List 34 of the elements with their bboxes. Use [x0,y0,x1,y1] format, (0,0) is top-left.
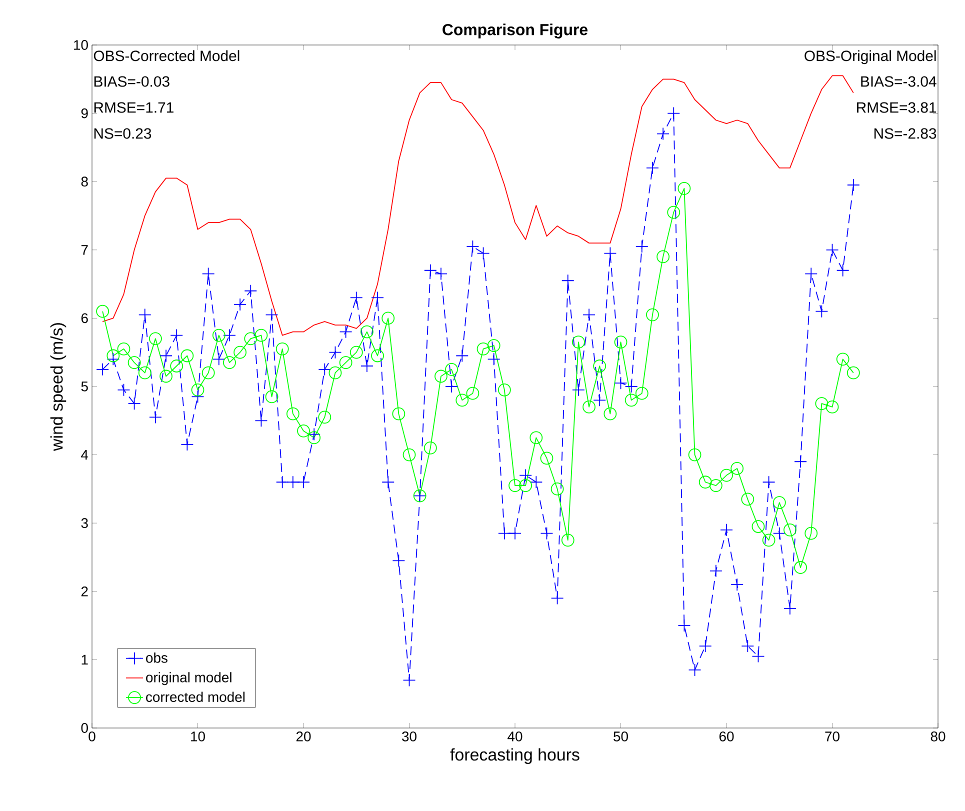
x-tick-label: 70 [825,732,840,742]
x-tick-label: 0 [88,732,96,742]
legend-label: original model [146,672,232,686]
legend-label: obs [146,652,168,663]
annotation: RMSE=3.81 [857,102,936,113]
y-tick-label: 7 [81,245,88,255]
x-tick-label: 30 [402,732,416,742]
y-tick-label: 3 [81,518,88,528]
annotation: BIAS=-3.04 [861,76,936,87]
x-tick-label: 10 [191,732,205,742]
x-tick-label: 80 [930,732,946,742]
annotation: OBS-Original Model [804,50,936,64]
y-tick-label: 9 [81,108,88,118]
y-axis-title: wind speed (m/s) [50,323,66,451]
y-tick-label: 6 [81,313,88,324]
annotation: OBS-Corrected Model [94,50,240,62]
annotation: NS=0.23 [94,128,152,139]
y-tick-label: 10 [74,40,88,50]
x-tick-label: 20 [296,732,311,742]
y-tick-label: 0 [81,723,88,733]
chart-title: Comparison Figure [442,24,588,38]
y-tick-label: 5 [81,382,88,392]
y-tick-label: 4 [81,450,88,460]
annotation: NS=-2.83 [874,128,936,139]
legend-label: corrected model [146,692,245,702]
x-tick-label: 50 [614,732,628,742]
y-tick-label: 1 [82,654,88,664]
annotation: RMSE=1.71 [94,102,174,113]
x-tick-label: 40 [508,732,522,742]
x-axis-title: forecasting hours [450,748,580,764]
x-tick-label: 60 [719,732,734,742]
y-tick-label: 2 [81,586,88,596]
annotation: BIAS=-0.03 [94,76,170,87]
y-tick-label: 8 [81,176,88,187]
